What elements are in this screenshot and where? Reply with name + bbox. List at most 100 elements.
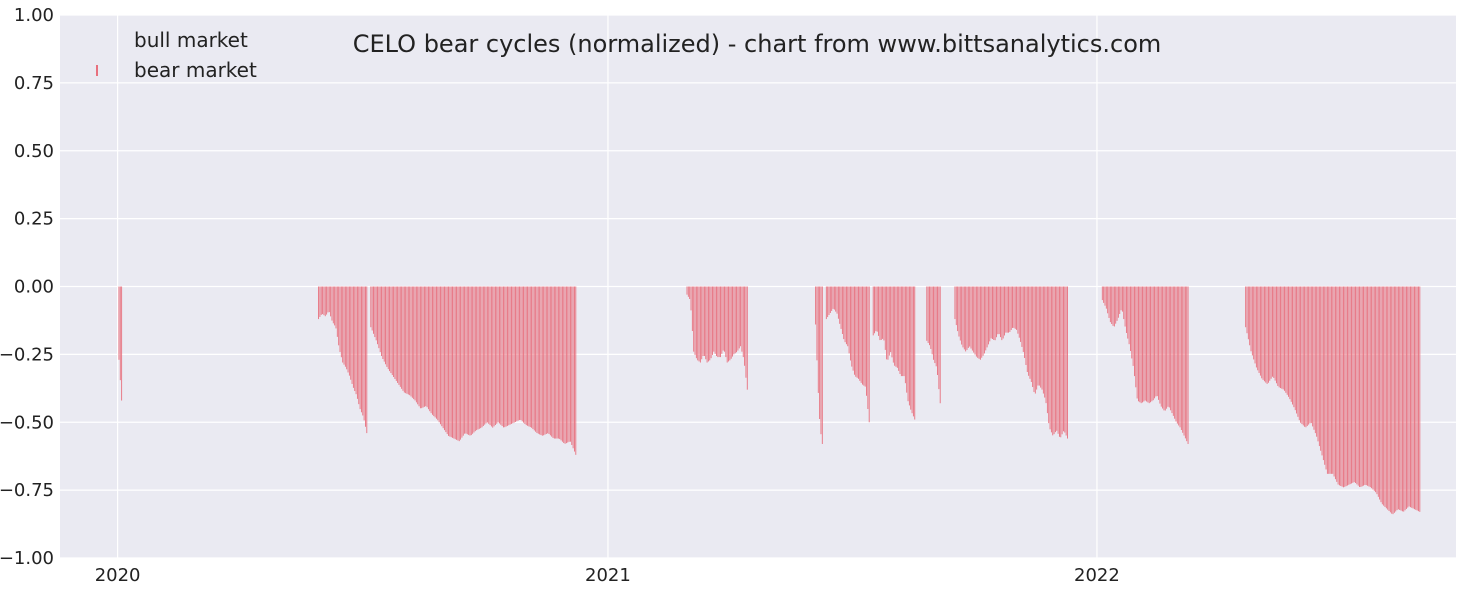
bear-bar <box>1284 286 1285 391</box>
bear-bar <box>540 286 542 436</box>
bear-bar <box>851 286 853 367</box>
bear-bar <box>1375 286 1377 493</box>
bear-bar <box>1040 286 1042 388</box>
bear-bar <box>856 286 858 378</box>
bear-bar <box>1395 286 1397 512</box>
bear-bar <box>880 286 882 340</box>
bear-bar <box>726 286 728 363</box>
bear-bar <box>1361 286 1363 487</box>
bear-bar <box>1008 286 1009 333</box>
bear-bar <box>1045 286 1047 404</box>
bear-bar <box>876 286 878 332</box>
bear-bar <box>1164 286 1166 411</box>
bear-bar <box>460 286 462 440</box>
bear-bar <box>549 286 551 436</box>
bear-bar <box>1372 286 1374 490</box>
bear-bar <box>1178 286 1180 426</box>
bear-bar <box>1001 286 1003 341</box>
bear-bar <box>418 286 420 407</box>
bear-bar <box>1412 286 1414 509</box>
bear-bar <box>469 286 471 436</box>
bear-bar <box>1004 286 1005 336</box>
bear-bar <box>1151 286 1153 402</box>
bear-bar <box>1033 286 1035 393</box>
bear-bar <box>858 286 859 379</box>
bear-bar <box>497 286 499 423</box>
bear-bar <box>906 286 908 393</box>
bear-bar <box>867 286 869 410</box>
bear-bar <box>882 286 884 339</box>
bear-bar <box>557 286 559 439</box>
bear-bar <box>437 286 439 421</box>
bear-bar <box>452 286 453 438</box>
bear-bar <box>535 286 537 432</box>
bear-bar <box>1330 286 1332 474</box>
bear-bar <box>687 286 689 297</box>
bear-bar <box>1376 286 1378 495</box>
bear-bar <box>1103 286 1105 303</box>
bear-bar <box>927 286 929 343</box>
bear-bar <box>860 286 862 383</box>
bear-bar <box>527 286 529 426</box>
bear-bar <box>983 286 985 354</box>
bear-bar <box>1013 286 1015 328</box>
bear-bar <box>1416 286 1418 511</box>
bear-bar <box>884 286 886 350</box>
bear-bar <box>1288 286 1289 397</box>
legend-label-bull-market: bull market <box>134 28 248 52</box>
bear-bar <box>1290 286 1292 402</box>
bear-bar <box>335 286 337 329</box>
bear-bar <box>450 286 452 438</box>
bear-bar <box>425 286 427 407</box>
bear-bar <box>1131 286 1133 359</box>
bear-bar <box>981 286 983 358</box>
bear-bar <box>1397 286 1399 510</box>
bear-bar <box>537 286 539 434</box>
bear-bar <box>513 286 515 423</box>
bear-bar <box>883 286 885 341</box>
bear-bar <box>1038 286 1040 386</box>
bear-bar <box>1278 286 1280 388</box>
bear-bar <box>501 286 503 427</box>
bear-bar <box>836 286 838 314</box>
bear-bar <box>890 286 892 353</box>
bear-bar <box>847 286 849 347</box>
bear-bar <box>533 286 535 431</box>
bear-bar <box>343 286 345 365</box>
bear-bar <box>523 286 524 423</box>
bear-bar <box>466 286 468 435</box>
y-tick-label: 0.00 <box>14 277 54 298</box>
bear-bar <box>344 286 346 367</box>
bear-bar <box>1351 286 1352 484</box>
bear-bar <box>511 286 512 424</box>
bear-bar <box>1182 286 1184 433</box>
bear-bar <box>1360 286 1362 487</box>
bear-bar <box>1136 286 1138 399</box>
bear-bar <box>1340 286 1342 486</box>
bear-bar <box>1310 286 1312 424</box>
bear-bar <box>957 286 959 332</box>
bear-bar <box>888 286 890 356</box>
bear-bar <box>965 286 967 352</box>
bear-bar <box>1020 286 1022 342</box>
bear-bar <box>1018 286 1020 338</box>
bear-bar <box>859 286 861 381</box>
legend-label-bear-market: bear market <box>134 58 257 82</box>
bear-bar <box>339 286 341 352</box>
bear-bar <box>740 286 742 347</box>
bear-bar <box>1139 286 1141 403</box>
bear-bar <box>373 286 374 334</box>
bear-bar <box>730 286 732 359</box>
bear-bar <box>1289 286 1291 400</box>
bear-bar <box>1060 286 1062 438</box>
bear-bar <box>417 286 419 405</box>
bear-bar <box>1176 286 1178 424</box>
bear-bar <box>716 286 717 357</box>
bear-bar <box>322 286 324 315</box>
bear-bar <box>1297 286 1299 417</box>
bear-bar <box>1381 286 1383 505</box>
bear-bar <box>714 286 716 354</box>
bear-bar <box>1127 286 1129 339</box>
bear-bar <box>441 286 443 427</box>
grid-lines <box>60 14 1456 559</box>
